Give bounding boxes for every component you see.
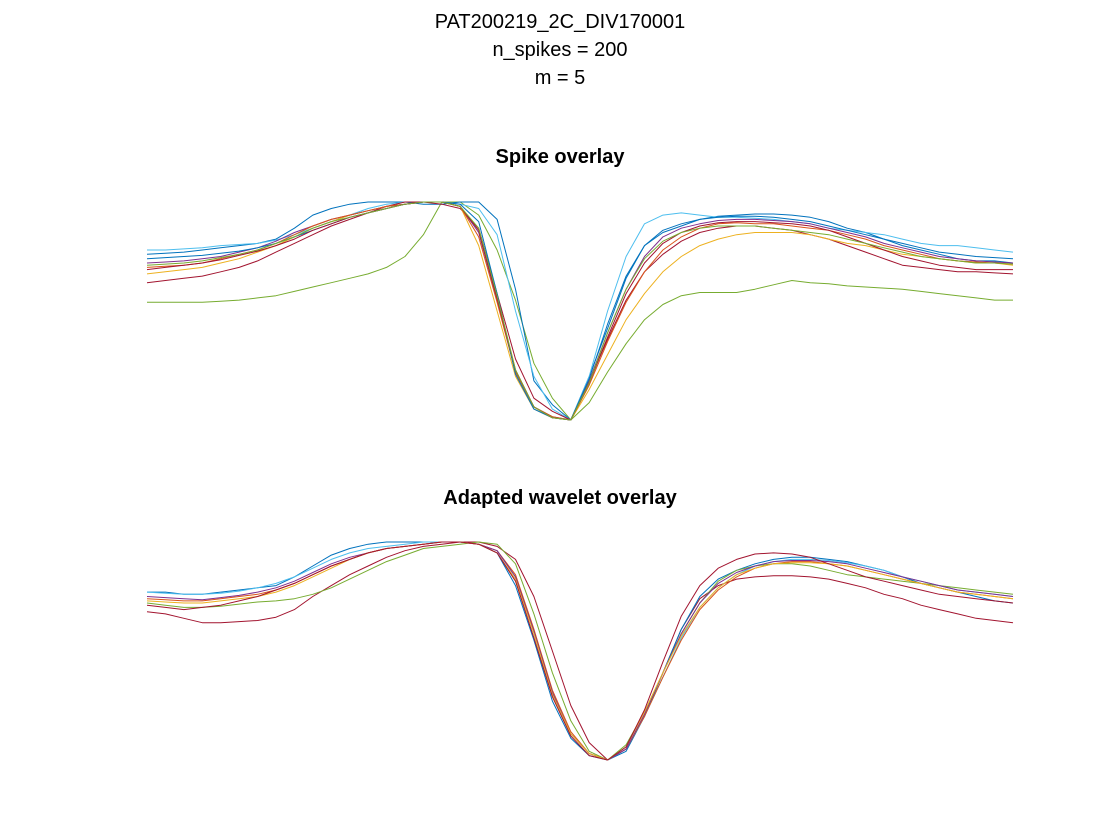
spike-trace-3 (147, 201, 1014, 421)
spike-overlay-plot (146, 201, 1014, 421)
wavelet-trace-1 (146, 541, 1014, 761)
wavelet-overlay-title: Adapted wavelet overlay (443, 487, 677, 509)
spike-overlay-title: Spike overlay (495, 146, 625, 168)
spike-trace-1 (147, 201, 1013, 421)
wavelet-trace-7 (146, 541, 1014, 761)
spike-trace-10 (146, 201, 1014, 421)
wavelet-overlay-plot (146, 541, 1014, 761)
figure-suptitle: PAT200219_2C_DIV170001 n_spikes = 200 m … (0, 8, 1120, 92)
wavelet-trace-8 (146, 541, 1014, 761)
suptitle-line-file: PAT200219_2C_DIV170001 (434, 11, 686, 33)
suptitle-line-m: m = 5 (534, 67, 586, 89)
suptitle-line-n-spikes: n_spikes = 200 (492, 39, 628, 61)
